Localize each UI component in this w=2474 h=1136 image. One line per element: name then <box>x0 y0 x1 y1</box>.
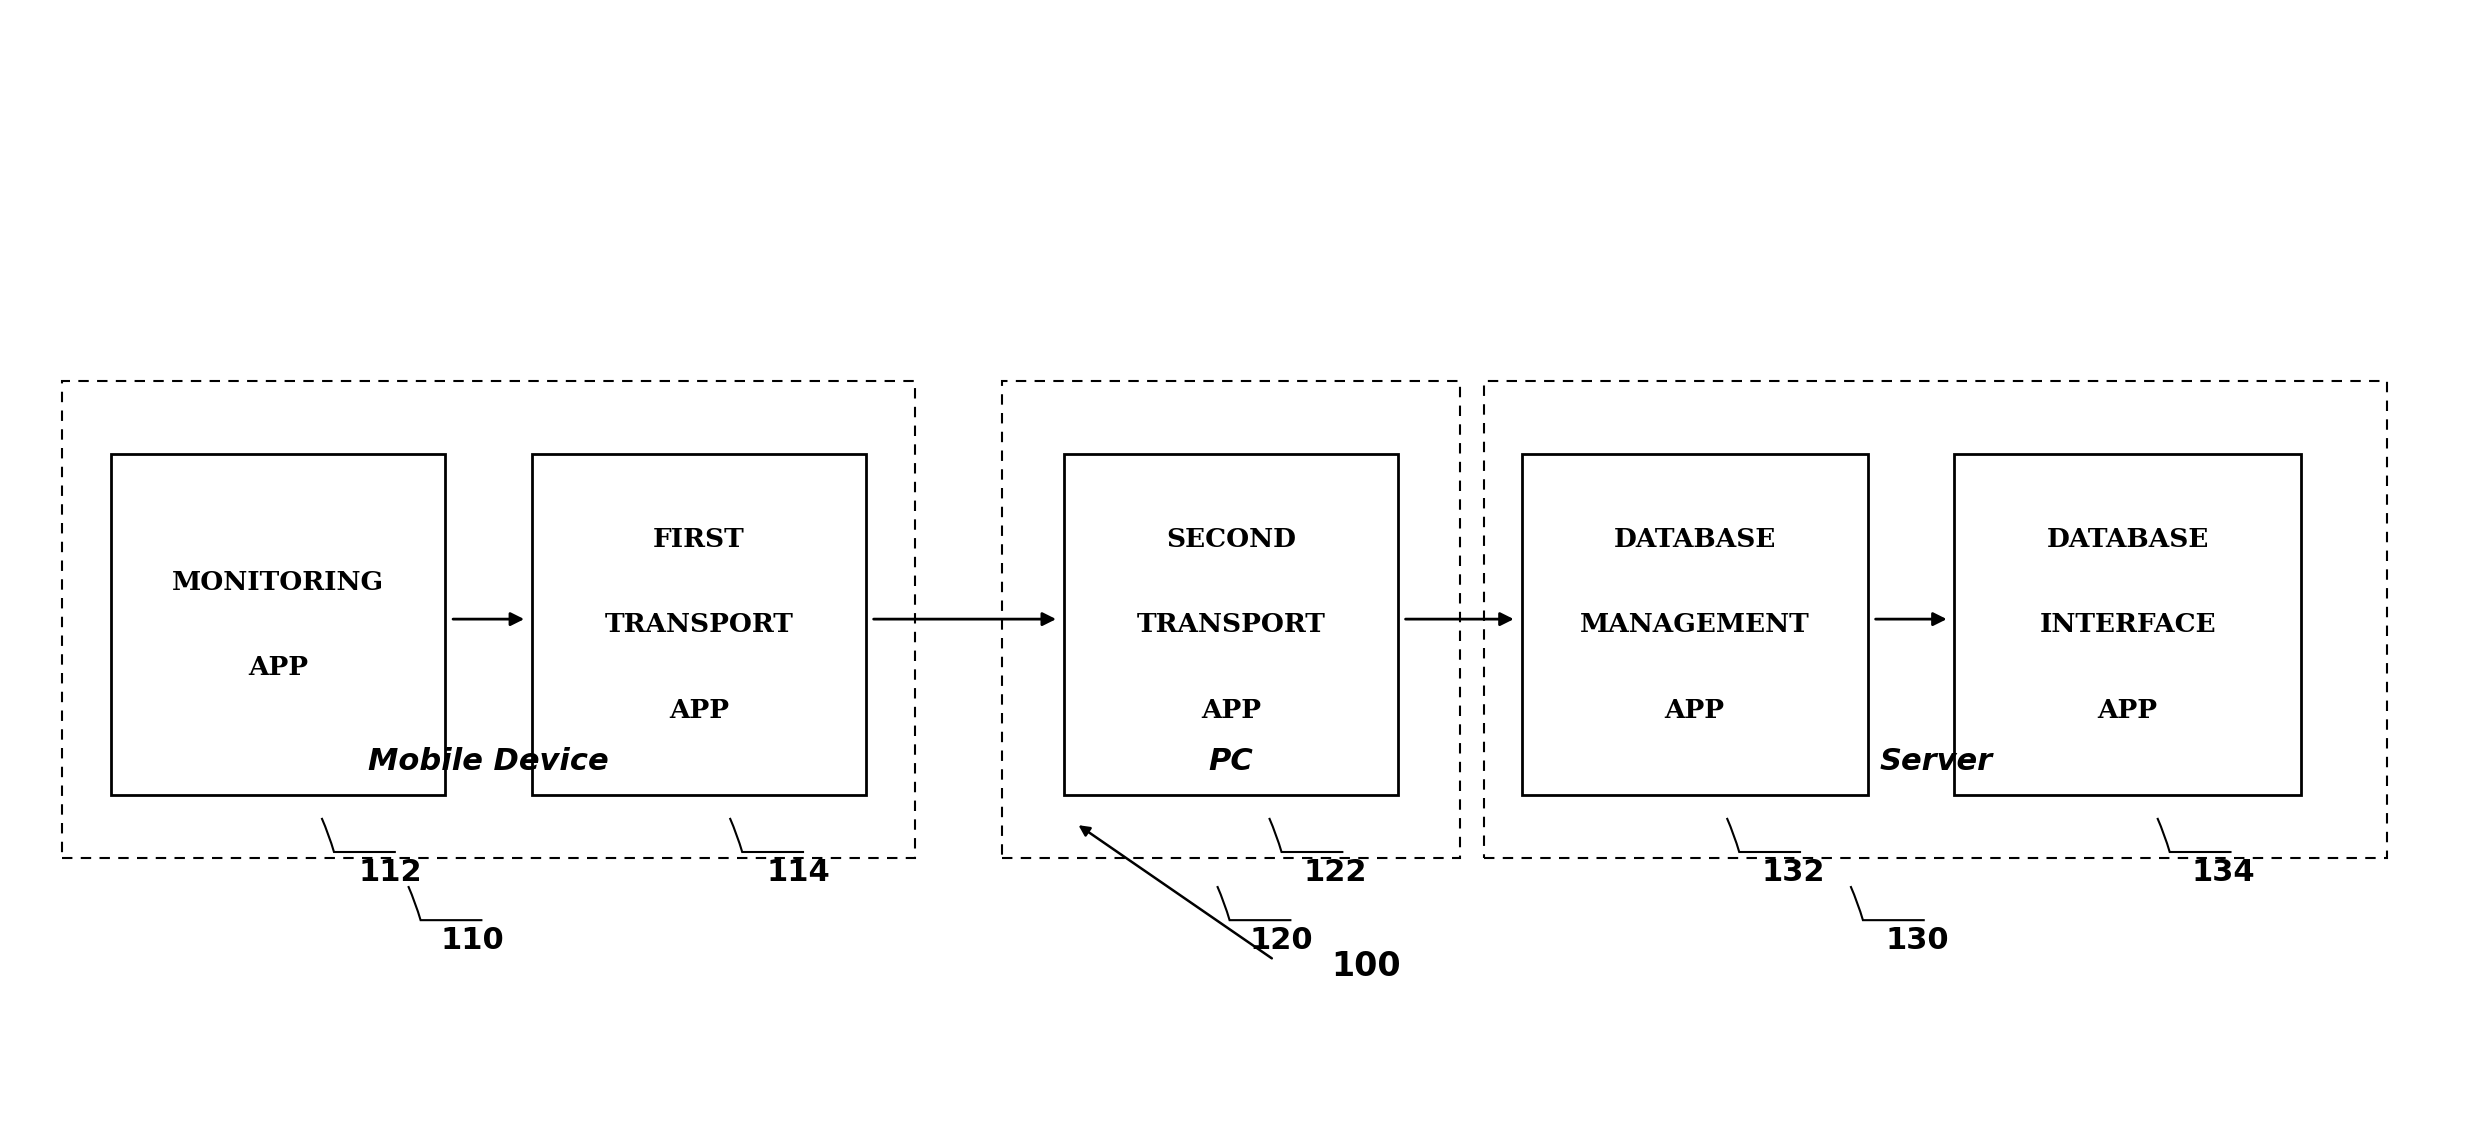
Text: TRANSPORT: TRANSPORT <box>1136 612 1326 637</box>
Text: 132: 132 <box>1761 858 1826 887</box>
Text: DATABASE: DATABASE <box>2046 527 2209 552</box>
Text: MANAGEMENT: MANAGEMENT <box>1581 612 1808 637</box>
FancyBboxPatch shape <box>1522 454 1868 795</box>
FancyBboxPatch shape <box>532 454 866 795</box>
Text: Server: Server <box>1880 746 1992 776</box>
Text: 134: 134 <box>2192 858 2256 887</box>
Text: 100: 100 <box>1331 950 1400 983</box>
Text: 112: 112 <box>359 858 423 887</box>
Text: APP: APP <box>1665 698 1724 722</box>
Text: TRANSPORT: TRANSPORT <box>604 612 794 637</box>
Text: Mobile Device: Mobile Device <box>369 746 609 776</box>
FancyBboxPatch shape <box>1064 454 1398 795</box>
Text: MONITORING: MONITORING <box>173 569 383 595</box>
Text: APP: APP <box>668 698 730 722</box>
Text: APP: APP <box>1200 698 1262 722</box>
Text: 110: 110 <box>440 926 505 955</box>
Text: DATABASE: DATABASE <box>1613 527 1776 552</box>
Text: PC: PC <box>1207 746 1254 776</box>
Text: APP: APP <box>247 654 309 680</box>
FancyBboxPatch shape <box>111 454 445 795</box>
Text: 130: 130 <box>1885 926 1950 955</box>
FancyBboxPatch shape <box>1954 454 2301 795</box>
Text: FIRST: FIRST <box>653 527 745 552</box>
Text: 122: 122 <box>1304 858 1368 887</box>
Text: 114: 114 <box>767 858 831 887</box>
Text: SECOND: SECOND <box>1165 527 1296 552</box>
Text: APP: APP <box>2098 698 2157 722</box>
Text: INTERFACE: INTERFACE <box>2039 612 2217 637</box>
Text: 120: 120 <box>1249 926 1314 955</box>
